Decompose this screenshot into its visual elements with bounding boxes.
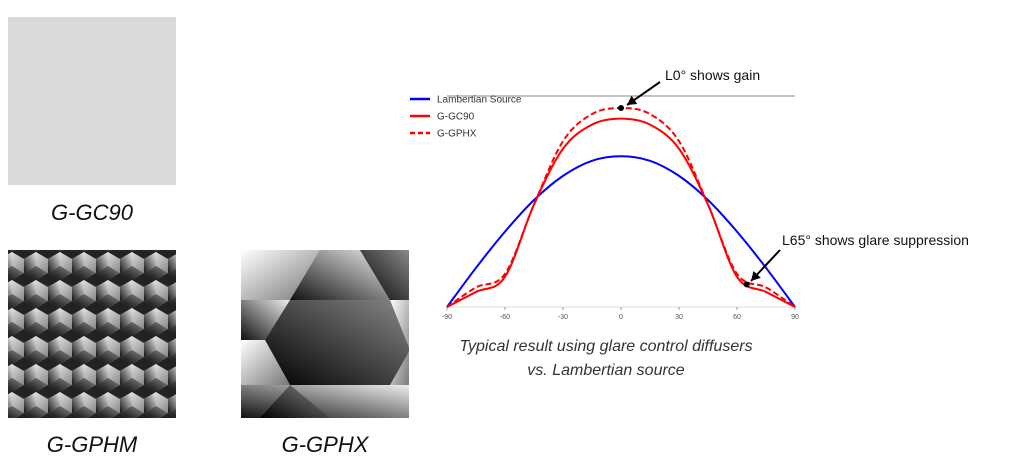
caption: vs. Lambertian source [527, 362, 685, 379]
x-tick-label: 90 [791, 314, 799, 321]
swatch-label: G-GC90 [51, 200, 134, 225]
swatch-gc90 [8, 17, 176, 185]
swatch-gphm [8, 250, 176, 418]
series-line [446, 117, 796, 308]
annotation-dot [618, 105, 624, 112]
x-tick-label: 60 [733, 314, 741, 321]
x-tick-label: -60 [500, 314, 510, 321]
x-tick-label: 30 [675, 314, 683, 321]
swatch-label: G-GPHM [47, 432, 138, 457]
swatch-label: G-GPHX [282, 432, 370, 457]
x-tick-label: 0 [619, 314, 623, 321]
caption: Typical result using glare control diffu… [459, 338, 752, 355]
arrow-head [627, 95, 638, 105]
series-line [446, 155, 796, 308]
legend-label: Lambertian Source [437, 95, 522, 106]
x-tick-label: -90 [442, 314, 452, 321]
swatch-gphx [241, 250, 409, 418]
series-line [446, 107, 796, 308]
legend-label: G-GC90 [437, 112, 475, 123]
annotation-text: L65° shows glare suppression [782, 232, 969, 248]
x-tick-label: -30 [558, 314, 568, 321]
arrow-head [751, 271, 761, 281]
annotation-text: L0° shows gain [665, 67, 760, 83]
annotation-dot [743, 281, 750, 288]
legend-label: G-GPHX [437, 129, 477, 140]
